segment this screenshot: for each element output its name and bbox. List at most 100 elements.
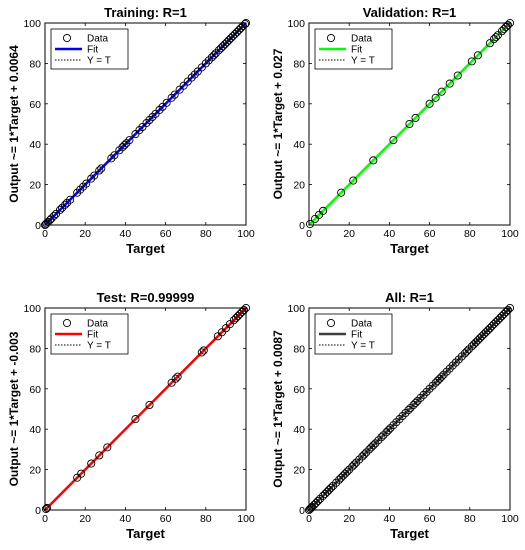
data-point xyxy=(454,355,463,364)
y-tick-label: 20 xyxy=(293,465,305,477)
data-point xyxy=(416,393,425,402)
legend-data-label: Data xyxy=(87,319,109,330)
data-point xyxy=(148,112,157,121)
data-point xyxy=(306,503,316,513)
data-point xyxy=(171,374,180,383)
data-point xyxy=(337,188,346,197)
data-point xyxy=(197,348,206,357)
chart-title: Validation: R=1 xyxy=(363,5,457,20)
data-point xyxy=(167,93,176,102)
data-point xyxy=(451,358,460,367)
data-point xyxy=(170,90,179,99)
data-point xyxy=(437,87,446,96)
data-point xyxy=(87,174,96,183)
data-point xyxy=(379,431,388,440)
data-point xyxy=(120,141,129,150)
data-point xyxy=(374,436,383,445)
data-point xyxy=(66,195,75,204)
x-tick-label: 20 xyxy=(343,513,355,525)
data-point xyxy=(103,443,112,452)
data-point xyxy=(404,405,413,415)
data-point xyxy=(431,93,440,102)
x-tick-label: 20 xyxy=(343,228,355,240)
data-point xyxy=(411,398,420,407)
data-point xyxy=(362,448,371,457)
data-point xyxy=(313,496,323,505)
data-point xyxy=(145,115,154,125)
x-tick-label: 60 xyxy=(160,513,172,525)
data-point xyxy=(371,439,380,448)
data-point xyxy=(345,465,354,474)
x-tick-label: 40 xyxy=(384,228,396,240)
data-point xyxy=(389,136,398,145)
data-point xyxy=(392,418,401,427)
data-point xyxy=(76,185,85,194)
data-point xyxy=(448,361,457,370)
legend-yt-label: Y = T xyxy=(87,56,111,67)
data-point xyxy=(47,214,56,223)
axes-box xyxy=(308,22,511,226)
data-point xyxy=(422,387,431,396)
data-point xyxy=(95,451,104,460)
data-points xyxy=(305,18,515,229)
data-point xyxy=(411,113,420,122)
data-point xyxy=(239,305,249,315)
data-point xyxy=(187,73,196,82)
y-tick-label: 20 xyxy=(29,465,41,477)
data-point xyxy=(445,79,454,88)
data-point xyxy=(442,367,451,376)
data-point xyxy=(240,19,250,29)
x-tick-label: 40 xyxy=(120,513,132,525)
data-point xyxy=(190,70,199,79)
data-point xyxy=(135,126,144,135)
y-tick-label: 80 xyxy=(29,58,41,70)
x-tick-label: 0 xyxy=(42,228,48,240)
data-point xyxy=(384,426,393,435)
data-point xyxy=(386,424,395,433)
x-tick-label: 100 xyxy=(237,228,255,240)
axes-box xyxy=(308,307,511,511)
data-point xyxy=(238,21,248,31)
data-point xyxy=(369,441,378,450)
legend-fit-label: Fit xyxy=(87,45,98,56)
data-point xyxy=(377,433,386,442)
y-tick-label: 40 xyxy=(293,139,305,151)
chart-title: Test: R=0.99999 xyxy=(97,290,195,305)
data-point xyxy=(473,51,482,60)
data-point xyxy=(90,171,99,180)
legend-yt-label: Y = T xyxy=(87,341,111,352)
data-point xyxy=(87,459,96,468)
data-point xyxy=(405,119,414,129)
data-point xyxy=(343,467,352,476)
data-point xyxy=(395,415,404,424)
data-point xyxy=(97,164,106,173)
y-tick-label: 0 xyxy=(299,505,305,517)
legend-data-marker xyxy=(62,318,72,328)
data-point xyxy=(457,352,466,361)
data-point xyxy=(73,188,82,197)
data-point xyxy=(145,400,154,410)
y-tick-label: 0 xyxy=(299,220,305,232)
x-axis-label: Target xyxy=(126,526,165,541)
y-tick-label: 60 xyxy=(293,99,305,111)
y-tick-label: 40 xyxy=(29,424,41,436)
y-tick-label: 0 xyxy=(35,220,41,232)
chart-panel-2: 0 20 40 60 80 100 0 20 40 60 80 100 Validation: R=1 T… xyxy=(271,5,519,256)
x-tick-label: 60 xyxy=(424,513,436,525)
legend-fit-label: Fit xyxy=(351,45,362,56)
y-axis-label: Output ~= 1*Target + -0.003 xyxy=(7,331,21,486)
x-tick-label: 100 xyxy=(237,513,255,525)
x-tick-label: 80 xyxy=(464,228,476,240)
data-point xyxy=(467,57,476,66)
data-point xyxy=(115,146,124,155)
x-axis-label: Target xyxy=(126,241,165,256)
data-point xyxy=(79,182,88,191)
data-point xyxy=(503,305,513,315)
x-tick-label: 80 xyxy=(464,513,476,525)
data-point xyxy=(58,203,67,212)
legend-yt-label: Y = T xyxy=(351,56,375,67)
y-tick-label: 100 xyxy=(287,303,305,315)
